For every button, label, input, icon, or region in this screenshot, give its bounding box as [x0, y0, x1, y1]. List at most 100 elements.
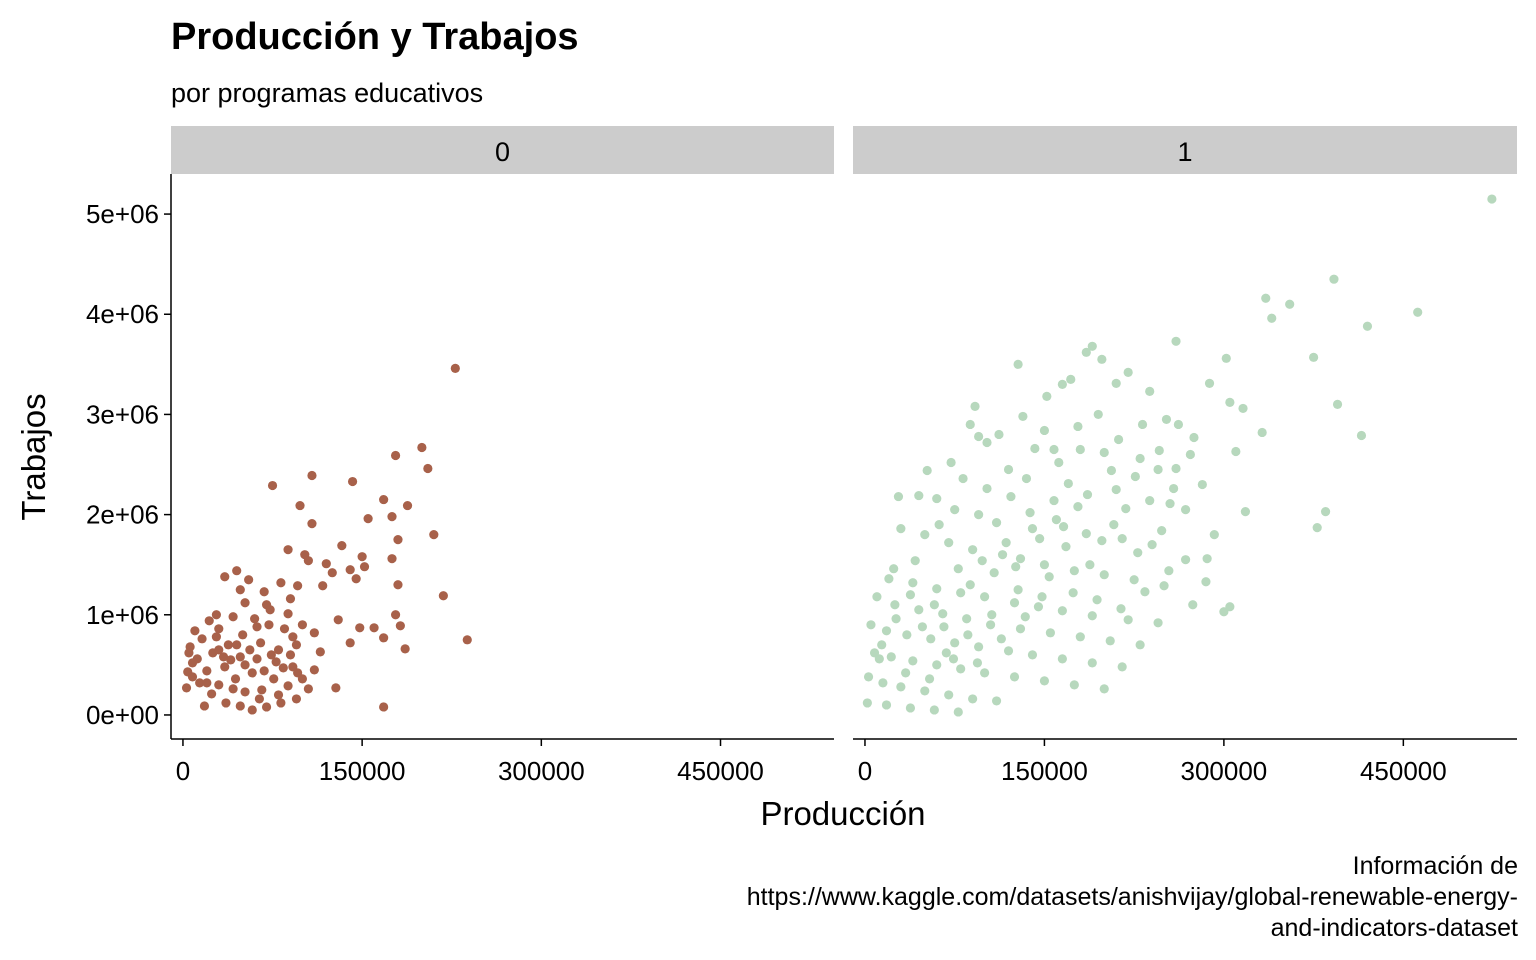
- data-point: [1153, 464, 1163, 475]
- data-point: [1153, 618, 1163, 628]
- data-point: [1171, 336, 1181, 346]
- data-point: [896, 682, 906, 692]
- data-point: [1169, 483, 1179, 494]
- facet-strip-label: 1: [1177, 137, 1192, 167]
- data-point: [259, 666, 269, 676]
- data-point: [956, 664, 966, 674]
- data-point: [953, 564, 963, 574]
- data-point: [307, 470, 317, 481]
- data-point: [285, 650, 296, 660]
- data-point: [1171, 463, 1181, 474]
- data-point: [283, 545, 293, 555]
- data-point: [1030, 443, 1040, 454]
- data-point: [293, 581, 303, 591]
- data-point: [1164, 566, 1174, 576]
- data-point: [1165, 498, 1175, 509]
- data-point: [202, 678, 212, 688]
- scatter-series-1: [862, 194, 1497, 717]
- data-point: [1123, 367, 1133, 377]
- data-point: [1003, 464, 1014, 475]
- data-point: [1033, 602, 1044, 612]
- data-point: [929, 705, 939, 715]
- y-axis-title: Trabajos: [15, 393, 52, 520]
- data-point: [247, 705, 257, 715]
- data-point: [1057, 379, 1067, 389]
- data-point: [331, 683, 341, 693]
- data-point: [1154, 445, 1164, 456]
- facet-strip: [171, 126, 834, 174]
- data-point: [862, 698, 872, 708]
- data-point: [1015, 554, 1026, 564]
- data-point: [1204, 378, 1215, 388]
- data-point: [1332, 399, 1343, 410]
- data-point: [1039, 676, 1050, 686]
- facet-panel-0: 0 0e+00 1e+06 2e+06 3e+06 4e+06 5e+06 0 150000 30…: [86, 126, 834, 786]
- data-point: [369, 623, 379, 633]
- data-point: [1117, 534, 1127, 544]
- data-point: [1085, 560, 1095, 570]
- data-point: [1185, 449, 1195, 460]
- data-point: [1180, 504, 1191, 515]
- data-point: [1027, 524, 1038, 534]
- data-point: [962, 614, 972, 624]
- data-point: [958, 473, 968, 484]
- data-point: [932, 660, 942, 670]
- data-point: [1066, 374, 1076, 384]
- data-point: [247, 668, 257, 678]
- data-point: [1201, 577, 1211, 587]
- data-point: [1037, 592, 1047, 602]
- data-point: [1180, 555, 1191, 565]
- data-point: [1140, 587, 1150, 597]
- data-point: [1188, 600, 1198, 610]
- x-tick-label: 300000: [498, 756, 585, 786]
- data-point: [1087, 341, 1097, 351]
- data-point: [878, 678, 888, 688]
- data-point: [1049, 495, 1059, 506]
- data-point: [874, 654, 884, 664]
- data-point: [271, 657, 281, 667]
- data-point: [932, 584, 942, 594]
- data-point: [1061, 542, 1071, 552]
- data-point: [238, 630, 248, 640]
- data-point: [901, 668, 911, 678]
- data-point: [387, 554, 397, 564]
- data-point: [252, 654, 262, 664]
- data-point: [235, 585, 245, 595]
- data-point: [989, 568, 999, 578]
- data-point: [884, 574, 894, 584]
- data-point: [929, 600, 939, 610]
- data-point: [1081, 529, 1091, 539]
- data-point: [1130, 471, 1140, 482]
- data-point: [257, 685, 267, 695]
- data-point: [1116, 604, 1126, 614]
- facet-panel-1: 1 0 150000 300000 450000: [853, 126, 1517, 786]
- data-point: [1069, 566, 1079, 576]
- data-point: [994, 429, 1004, 440]
- data-point: [359, 562, 370, 572]
- facet-strip: [853, 126, 1517, 174]
- data-point: [980, 592, 990, 602]
- data-point: [1231, 446, 1241, 457]
- data-point: [896, 524, 906, 534]
- data-point: [1221, 353, 1231, 363]
- x-axis-title: Producción: [760, 795, 925, 832]
- data-point: [944, 538, 954, 548]
- data-point: [970, 401, 980, 412]
- data-point: [235, 652, 245, 662]
- data-point: [318, 581, 328, 591]
- data-point: [283, 609, 293, 619]
- data-point: [327, 568, 337, 578]
- data-point: [218, 652, 229, 662]
- data-point: [1147, 540, 1157, 550]
- data-point: [345, 565, 355, 575]
- data-point: [920, 530, 930, 540]
- data-point: [1018, 411, 1028, 422]
- data-point: [934, 520, 944, 530]
- data-point: [1320, 506, 1331, 517]
- data-point: [214, 624, 224, 634]
- data-point: [1225, 397, 1235, 408]
- data-point: [974, 431, 984, 442]
- data-point: [968, 545, 978, 555]
- data-point: [220, 662, 230, 672]
- data-point: [1133, 548, 1143, 558]
